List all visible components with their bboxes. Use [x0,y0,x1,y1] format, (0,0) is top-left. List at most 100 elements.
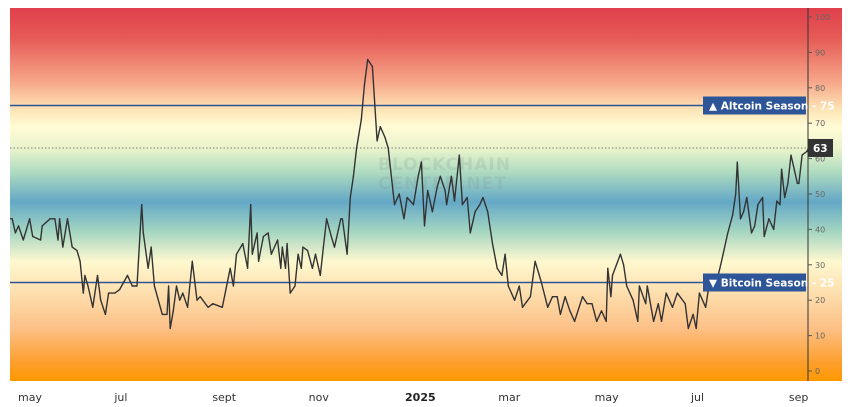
data-point [76,250,78,252]
data-point [779,204,781,206]
data-point [57,239,59,241]
data-point [142,232,144,234]
data-point [289,292,291,294]
data-point [300,267,302,269]
data-point [246,267,249,269]
data-point [212,303,214,305]
data-point [611,274,614,277]
data-point [96,274,99,277]
data-point [393,204,396,206]
current-value-label: 63 [813,143,828,155]
data-point [504,253,506,255]
data-point [684,303,686,305]
data-point [412,204,415,206]
data-point [49,218,51,220]
data-point [84,274,86,277]
data-point [251,253,253,255]
data-point [398,193,400,195]
data-point [660,320,663,323]
data-point [107,292,110,294]
data-point [281,246,283,248]
data-point [349,196,351,199]
data-point [540,281,543,284]
data-point [136,285,138,287]
data-point [513,299,516,301]
data-point [311,267,313,269]
data-point [564,296,566,298]
data-point [746,196,748,199]
data-point [798,182,800,184]
data-point [466,196,468,199]
data-point [596,320,598,323]
data-point [671,306,674,308]
y-tick-label: 50 [815,190,825,199]
data-point [581,296,584,298]
data-point [41,225,43,227]
data-point [11,218,13,220]
data-point [569,310,571,312]
data-point [168,285,170,287]
data-point [446,204,448,206]
series-line [10,58,810,330]
y-tick-label: 30 [815,261,825,270]
data-point [387,147,389,149]
data-point [780,168,783,170]
data-point [574,320,576,323]
data-point [267,232,269,234]
data-point [294,285,296,287]
data-point [719,267,721,269]
data-point [258,260,260,262]
x-tick-label: may [595,391,619,404]
data-point [191,260,193,262]
data-point [367,58,369,61]
x-tick-label: sept [212,391,236,404]
series [10,58,810,330]
data-point [314,253,317,255]
data-point [71,246,73,248]
x-tick-label: mar [498,391,520,404]
data-point [757,204,759,206]
data-point [600,310,603,312]
data-point [518,285,520,287]
data-point [256,232,258,234]
data-point [250,204,252,206]
data-point [586,303,588,305]
chart-background [10,8,842,381]
data-point [100,299,102,301]
data-point [232,285,234,287]
data-point [284,267,287,269]
data-point [610,296,612,298]
data-point [340,218,342,220]
data-point [626,285,628,287]
reference-label: ▲ Altcoin Season - 75 [709,101,835,113]
data-point [676,292,678,294]
y-tick-label: 40 [815,225,825,234]
watermark: BLOCKCHAIN CENTER.NET [378,155,510,194]
data-point [687,327,689,330]
data-point [632,299,634,301]
data-point [605,320,607,323]
data-point [277,239,279,241]
data-point [87,285,89,287]
reference-label-box [703,96,806,115]
data-point [54,218,56,220]
data-point [141,204,143,206]
data-point [705,306,707,308]
data-point [698,292,701,294]
data-point [235,253,238,255]
data-point [645,303,647,305]
data-point [221,306,223,308]
y-tick-label: 100 [815,13,830,22]
data-point [355,147,358,149]
data-point [754,225,756,227]
data-point [79,260,81,262]
data-point [352,175,355,177]
data-point [768,218,770,220]
watermark-line-2: CENTER.NET [378,174,507,194]
y-tick-label: 80 [815,84,825,93]
data-point [147,267,149,269]
data-point [507,285,509,287]
data-point [403,218,405,220]
data-point [458,154,460,156]
data-point [547,306,549,308]
